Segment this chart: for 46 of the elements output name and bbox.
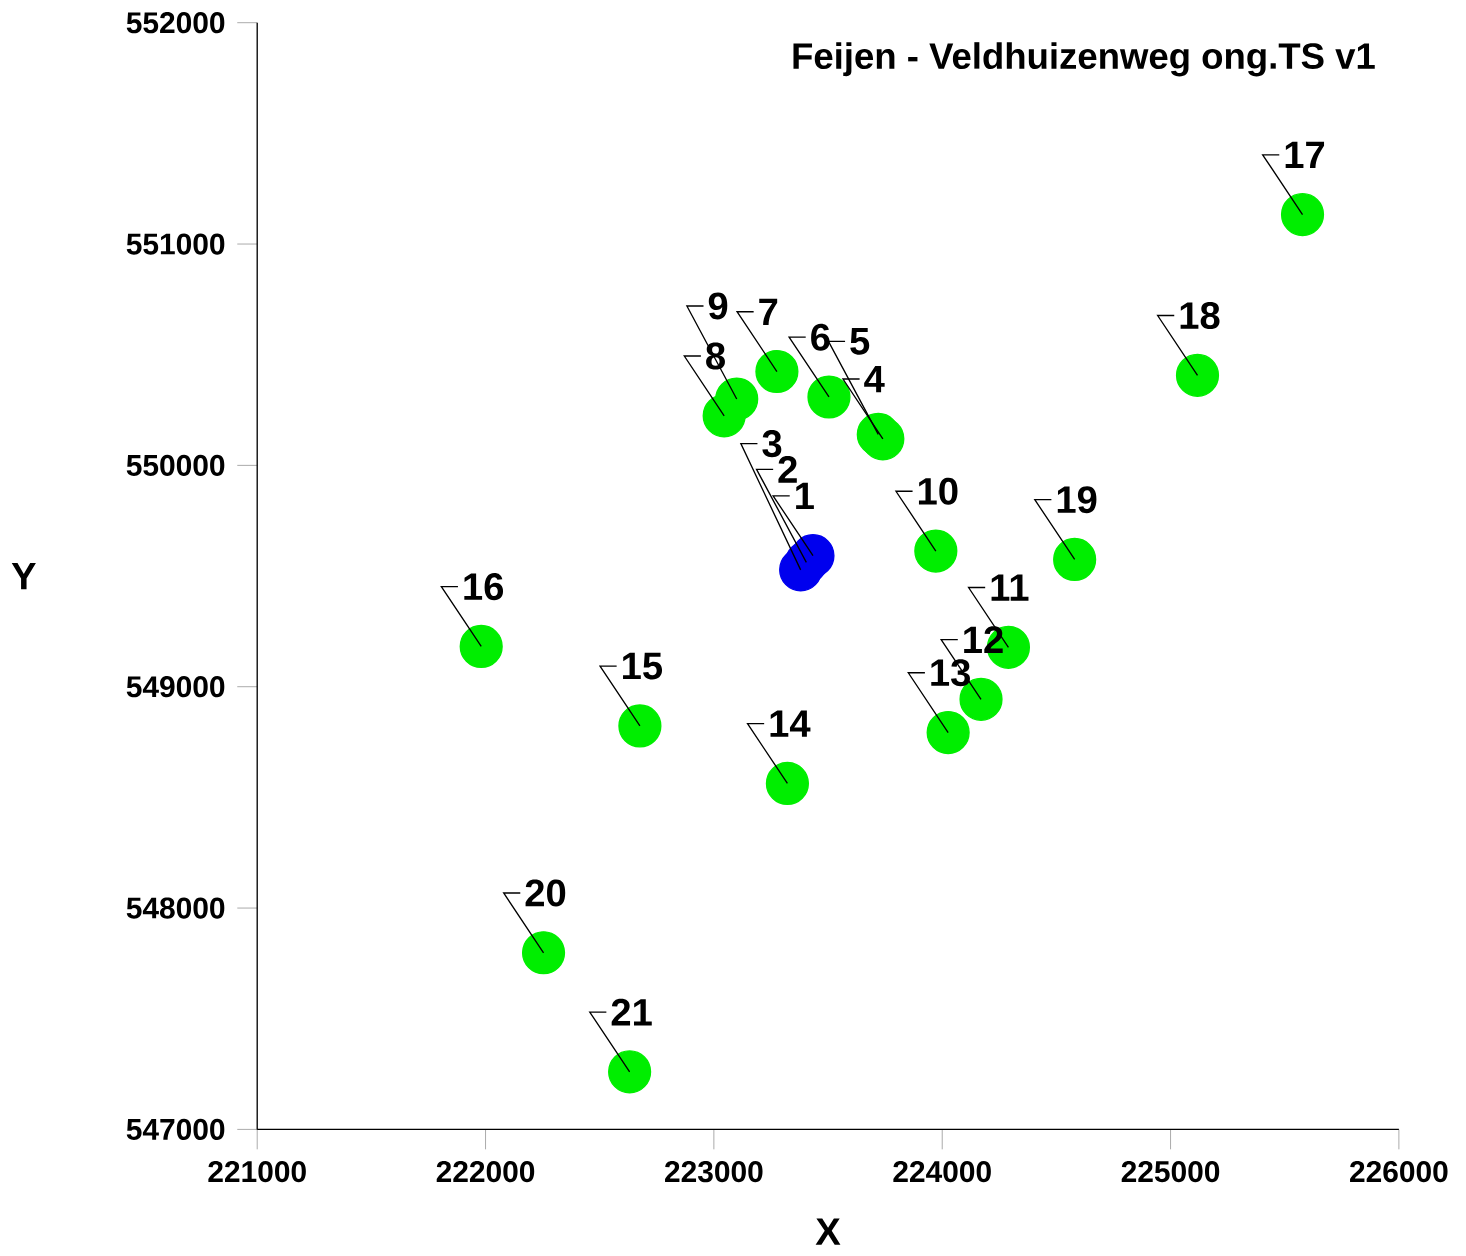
annotation: 18 (1180, 302, 1220, 330)
point (618, 704, 662, 748)
x-tick-label: 225000 (1121, 1161, 1220, 1183)
point (459, 624, 503, 669)
x-tick-label: 226000 (1350, 1161, 1448, 1183)
annotation: 17 (1285, 141, 1325, 169)
text: Feijen - Veldhuizenweg ong.TS v1 (793, 42, 1375, 77)
point (755, 350, 799, 394)
point (1053, 537, 1097, 582)
annotation: 3 (762, 430, 782, 458)
x-axis-title: X (815, 1218, 841, 1245)
annotation: 20 (525, 879, 566, 907)
point (926, 711, 970, 755)
point (914, 529, 958, 573)
point (1175, 353, 1220, 398)
annotation: 1 (796, 482, 814, 510)
x-tick-label: 221000 (208, 1161, 306, 1183)
annotation: 7 (759, 298, 778, 326)
y-tick-label: 550000 (126, 454, 225, 477)
y-tick-label: 551000 (126, 233, 225, 255)
x-tick-label: 224000 (893, 1161, 991, 1183)
annotation: 4 (864, 366, 885, 393)
point (608, 1050, 652, 1094)
annotation: 11 (991, 574, 1029, 601)
y-tick-label: 552000 (126, 12, 225, 34)
point (715, 377, 759, 421)
point (1280, 193, 1325, 237)
annotation: 16 (464, 573, 504, 601)
y-tick-label: 549000 (126, 676, 225, 698)
annotation: 6 (811, 323, 830, 351)
x-tick-label: 222000 (436, 1161, 535, 1183)
annotation: 5 (850, 328, 870, 355)
x-tick-label: 223000 (665, 1161, 763, 1183)
annotation: 14 (770, 710, 811, 737)
annotation: 21 (611, 998, 652, 1026)
y-axis-title: Y (11, 563, 36, 590)
annotation: 2 (778, 456, 797, 483)
y-tick-label: 547000 (126, 1118, 225, 1141)
annotation: 19 (1057, 486, 1097, 514)
y-tick-label: 548000 (126, 897, 225, 919)
annotation: 9 (708, 292, 728, 320)
annotation: 10 (918, 477, 958, 505)
point (807, 375, 851, 419)
annotation: 15 (623, 652, 663, 680)
point (521, 931, 566, 975)
point (765, 761, 809, 806)
